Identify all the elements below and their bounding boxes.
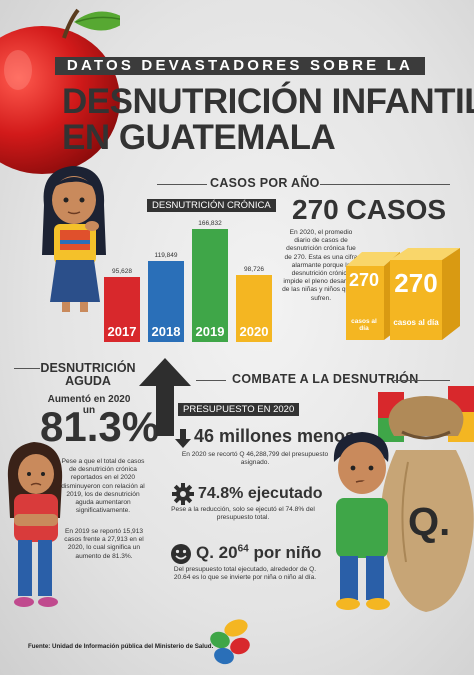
stat2-big: 74.8% ejecutado bbox=[198, 485, 323, 502]
stat3-cents: 64 bbox=[237, 543, 249, 555]
chart-bar-2017: 2017 bbox=[104, 277, 140, 342]
cube-illustration bbox=[346, 248, 460, 340]
smiley-face-icon bbox=[171, 544, 191, 564]
chart-value-label: 119,849 bbox=[154, 252, 178, 259]
cube-text-left: casos al día bbox=[351, 318, 377, 332]
chart-bar-2020: 2020 bbox=[236, 275, 272, 342]
divider bbox=[394, 380, 450, 381]
gear-icon bbox=[172, 483, 194, 505]
aguda-percent: 81.3% bbox=[40, 403, 160, 450]
stat3-big: Q. 2064 por niño bbox=[196, 543, 321, 563]
combate-section-title: COMBATE A LA DESNUTRIÓN bbox=[232, 372, 419, 386]
cube-number-left: 270 bbox=[348, 270, 380, 290]
stat3-suffix: por niño bbox=[248, 543, 322, 562]
bar-chart: 2017 95,628 2018 119,849 2019 166,832 2020 98,7… bbox=[104, 218, 272, 342]
stat3-text: Del presupuesto total ejecutado, alreded… bbox=[173, 566, 317, 582]
chart-value-label: 98,726 bbox=[244, 266, 264, 273]
ministry-logo bbox=[210, 619, 250, 665]
girl-illustration bbox=[42, 166, 106, 312]
budget-label: PRESUPUESTO EN 2020 bbox=[178, 403, 300, 416]
chart-bar-2019: 2019 bbox=[192, 229, 228, 342]
chart-year-label: 2018 bbox=[151, 324, 181, 339]
casos-description: En 2020, el promedio diario de casos de … bbox=[282, 229, 360, 302]
chart-value-label: 166,832 bbox=[198, 220, 222, 227]
chart-value-label: 95,628 bbox=[112, 268, 132, 275]
chart-year-label: 2017 bbox=[107, 324, 137, 339]
divider bbox=[14, 368, 40, 369]
chart-bar-2018: 2018 bbox=[148, 261, 184, 342]
chart-year-label: 2020 bbox=[239, 324, 269, 339]
cube-text-right: casos al día bbox=[393, 318, 439, 327]
source-note: Fuente: Unidad de Información pública de… bbox=[28, 643, 214, 650]
aguda-section-title: DESNUTRICIÓN AGUDA bbox=[40, 361, 136, 388]
stat2-text: Pese a la reducción, solo se ejecutó el … bbox=[171, 506, 315, 522]
boy-illustration bbox=[333, 432, 390, 610]
divider bbox=[157, 184, 207, 185]
page-title: DESNUTRICIÓN INFANTIL bbox=[62, 82, 474, 121]
money-bag-letter: Q. bbox=[408, 500, 451, 544]
aguda-description-1: Pese a que el total de casos de desnutri… bbox=[61, 458, 145, 515]
aguda-subtitle: Aumentó en 2020 un bbox=[47, 394, 131, 416]
divider bbox=[320, 184, 450, 185]
casos-big-number: 270 CASOS bbox=[292, 194, 447, 225]
header-banner: DATOS DEVASTADORES SOBRE LA bbox=[55, 57, 425, 75]
up-arrow-icon bbox=[139, 358, 191, 436]
aguda-description-2: En 2019 se reportó 15,913 casos frente a… bbox=[64, 528, 144, 560]
girl-arms-crossed-illustration bbox=[7, 442, 63, 607]
stat1-big: 46 millones menos bbox=[194, 426, 356, 446]
chart-year-label: 2019 bbox=[195, 324, 225, 339]
money-bag-illustration bbox=[380, 396, 474, 612]
stat3-amount: Q. 20 bbox=[196, 543, 238, 562]
down-arrow-icon bbox=[175, 429, 191, 448]
stat1-text: En 2020 se recortó Q 46,288,799 del pres… bbox=[181, 451, 329, 467]
casos-section-title: CASOS POR AÑO bbox=[210, 176, 320, 190]
cube-number-right: 270 bbox=[394, 268, 438, 298]
page-title-line2: EN GUATEMALA bbox=[62, 118, 336, 157]
chart-label: DESNUTRICIÓN CRÓNICA bbox=[147, 199, 276, 212]
divider bbox=[196, 380, 226, 381]
